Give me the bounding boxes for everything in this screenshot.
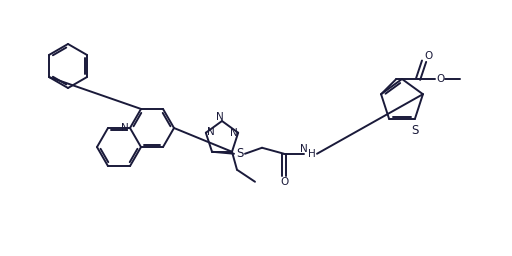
Text: N: N — [216, 112, 224, 122]
Text: N: N — [230, 128, 238, 138]
Text: N: N — [121, 123, 129, 133]
Text: N: N — [207, 127, 215, 137]
Text: S: S — [237, 147, 244, 160]
Text: O: O — [424, 51, 432, 61]
Text: N: N — [300, 144, 308, 154]
Text: S: S — [411, 124, 419, 137]
Text: O: O — [280, 177, 288, 187]
Text: H: H — [308, 149, 316, 159]
Text: O: O — [436, 74, 444, 84]
